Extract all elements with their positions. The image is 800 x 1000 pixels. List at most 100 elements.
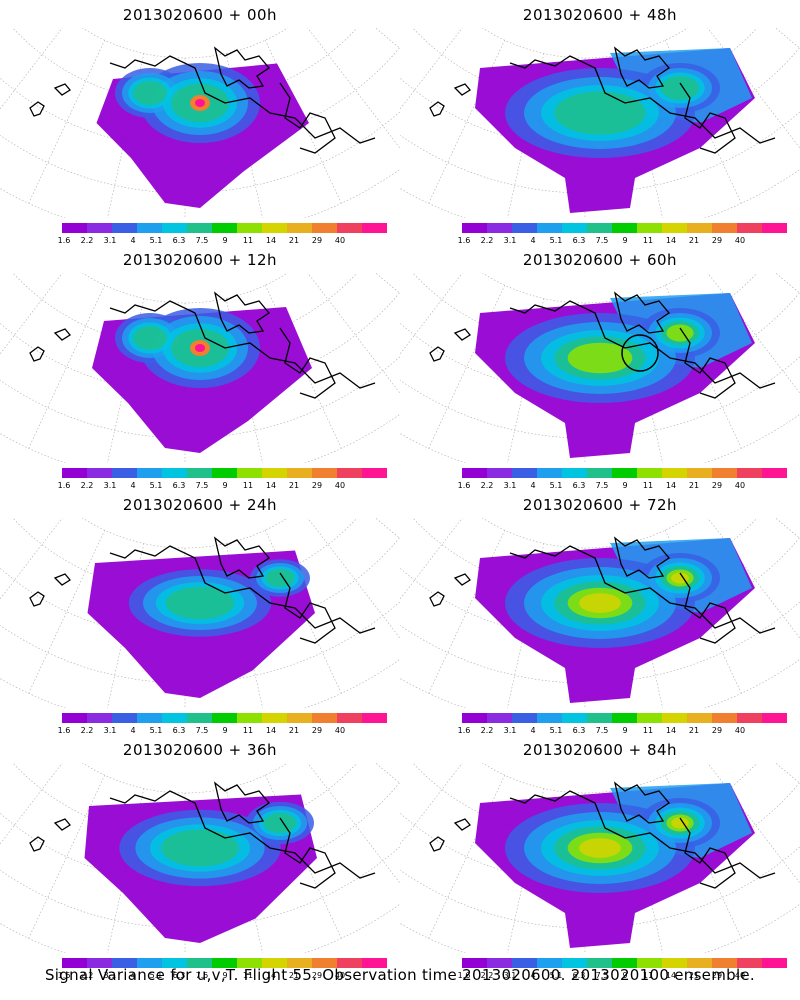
panel-title: 2013020600 + 48h: [522, 6, 678, 24]
colorbar-swatch: [637, 713, 662, 723]
colorbar-swatch: [187, 223, 212, 233]
colorbar-swatch: [337, 223, 362, 233]
colorbar-swatch: [662, 958, 687, 968]
colorbar-swatch: [762, 468, 787, 478]
colorbar-label: 29: [311, 971, 323, 980]
colorbar-swatch: [162, 958, 187, 968]
colorbar-label: 3.1: [103, 481, 117, 490]
colorbar-swatch: [662, 468, 687, 478]
colorbar-swatch: [287, 958, 312, 968]
colorbar-label: 40: [734, 726, 746, 735]
colorbar-swatch: [287, 713, 312, 723]
colorbar-swatch: [262, 958, 287, 968]
colorbar-labels: 1.6 2.2 3.1 4 5.1 6.3 7.5 9 11 14 21 29 40: [58, 236, 362, 246]
colorbar-swatch: [212, 223, 237, 233]
coastline: [29, 291, 376, 399]
colorbar-swatch: [512, 223, 537, 233]
colorbar-label: 1.6: [457, 726, 471, 735]
colorbar-swatch: [237, 468, 262, 478]
colorbar-swatch: [262, 468, 287, 478]
colorbar-label: 5.1: [149, 236, 163, 245]
colorbar-label: 11: [242, 971, 254, 980]
colorbar: [62, 958, 387, 968]
map-panel: 2013020600 + 36h 1.6 2.2 3.1 4 5.1 6.3 7.5 9 11 14…: [0, 735, 400, 980]
variance-field: [87, 550, 315, 698]
colorbar-label: 6.3: [572, 971, 586, 980]
colorbar-label: 1.6: [57, 971, 71, 980]
colorbar-swatch: [512, 958, 537, 968]
colorbar-swatch: [687, 713, 712, 723]
colorbar-swatch: [137, 713, 162, 723]
colorbar-labels: 1.6 2.2 3.1 4 5.1 6.3 7.5 9 11 14 21 29 40: [58, 971, 362, 981]
colorbar-label: 6.3: [572, 236, 586, 245]
colorbar-label: 7.5: [195, 726, 209, 735]
map-panel: 2013020600 + 12h 1.6 2.2 3.1 4 5.1 6.3 7.5 9 11 14…: [0, 245, 400, 490]
colorbar: [462, 468, 787, 478]
colorbar-label: 3.1: [103, 726, 117, 735]
colorbar-swatch: [487, 223, 512, 233]
coastline: [29, 536, 376, 644]
map-panel: 2013020600 + 72h 1.6 2.2 3.1 4 5.1 6.3 7.5 9 11 14…: [400, 490, 800, 735]
colorbar-swatch: [612, 958, 637, 968]
colorbar-label: 14: [665, 481, 677, 490]
polar-map: [400, 28, 800, 218]
colorbar-label: 9: [222, 971, 228, 980]
colorbar-label: 2.2: [80, 971, 94, 980]
polar-map: [0, 518, 400, 708]
colorbar-swatch: [537, 223, 562, 233]
colorbar-label: 40: [734, 481, 746, 490]
colorbar-swatch: [562, 958, 587, 968]
coastline: [429, 536, 776, 644]
colorbar-label: 2.2: [480, 236, 494, 245]
colorbar-label: 7.5: [595, 481, 609, 490]
colorbar-swatch: [637, 468, 662, 478]
colorbar-swatch: [137, 468, 162, 478]
colorbar-swatch: [187, 713, 212, 723]
colorbar-swatch: [712, 223, 737, 233]
colorbar-label: 21: [288, 971, 300, 980]
colorbar-label: 7.5: [595, 726, 609, 735]
colorbar-label: 14: [665, 236, 677, 245]
colorbar-swatch: [637, 223, 662, 233]
colorbar-swatch: [537, 958, 562, 968]
colorbar-swatch: [737, 713, 762, 723]
colorbar: [62, 468, 387, 478]
colorbar-label: 5.1: [549, 481, 563, 490]
colorbar-label: 3.1: [503, 971, 517, 980]
colorbar-swatch: [587, 713, 612, 723]
colorbar-swatch: [662, 223, 687, 233]
panel-title: 2013020600 + 24h: [122, 496, 278, 514]
colorbar-swatch: [762, 713, 787, 723]
colorbar-label: 4: [530, 726, 536, 735]
colorbar-labels: 1.6 2.2 3.1 4 5.1 6.3 7.5 9 11 14 21 29 40: [458, 481, 762, 491]
colorbar: [462, 958, 787, 968]
colorbar-swatch: [637, 958, 662, 968]
colorbar-label: 3.1: [103, 971, 117, 980]
colorbar-label: 5.1: [549, 726, 563, 735]
colorbar-swatch: [312, 223, 337, 233]
coastline: [29, 781, 376, 889]
colorbar-swatch: [62, 713, 87, 723]
colorbar-swatch: [487, 958, 512, 968]
colorbar-label: 11: [642, 236, 654, 245]
colorbar-swatch: [537, 468, 562, 478]
map-panel: 2013020600 + 48h 1.6 2.2 3.1 4 5.1 6.3 7.5 9 11 14…: [400, 0, 800, 245]
colorbar-swatch: [212, 958, 237, 968]
colorbar-swatch: [537, 713, 562, 723]
colorbar-swatch: [337, 468, 362, 478]
colorbar-label: 5.1: [549, 971, 563, 980]
colorbar-swatch: [87, 468, 112, 478]
colorbar-swatch: [287, 223, 312, 233]
colorbar-swatch: [687, 958, 712, 968]
colorbar-label: 40: [334, 481, 346, 490]
colorbar-label: 9: [622, 481, 628, 490]
colorbar-label: 29: [311, 726, 323, 735]
colorbar-label: 7.5: [595, 236, 609, 245]
colorbar-swatch: [212, 713, 237, 723]
highlight-circle: [621, 334, 659, 372]
colorbar-label: 11: [242, 481, 254, 490]
colorbar-label: 9: [622, 236, 628, 245]
colorbar-label: 29: [711, 236, 723, 245]
colorbar-label: 11: [642, 481, 654, 490]
colorbar-swatch: [112, 468, 137, 478]
